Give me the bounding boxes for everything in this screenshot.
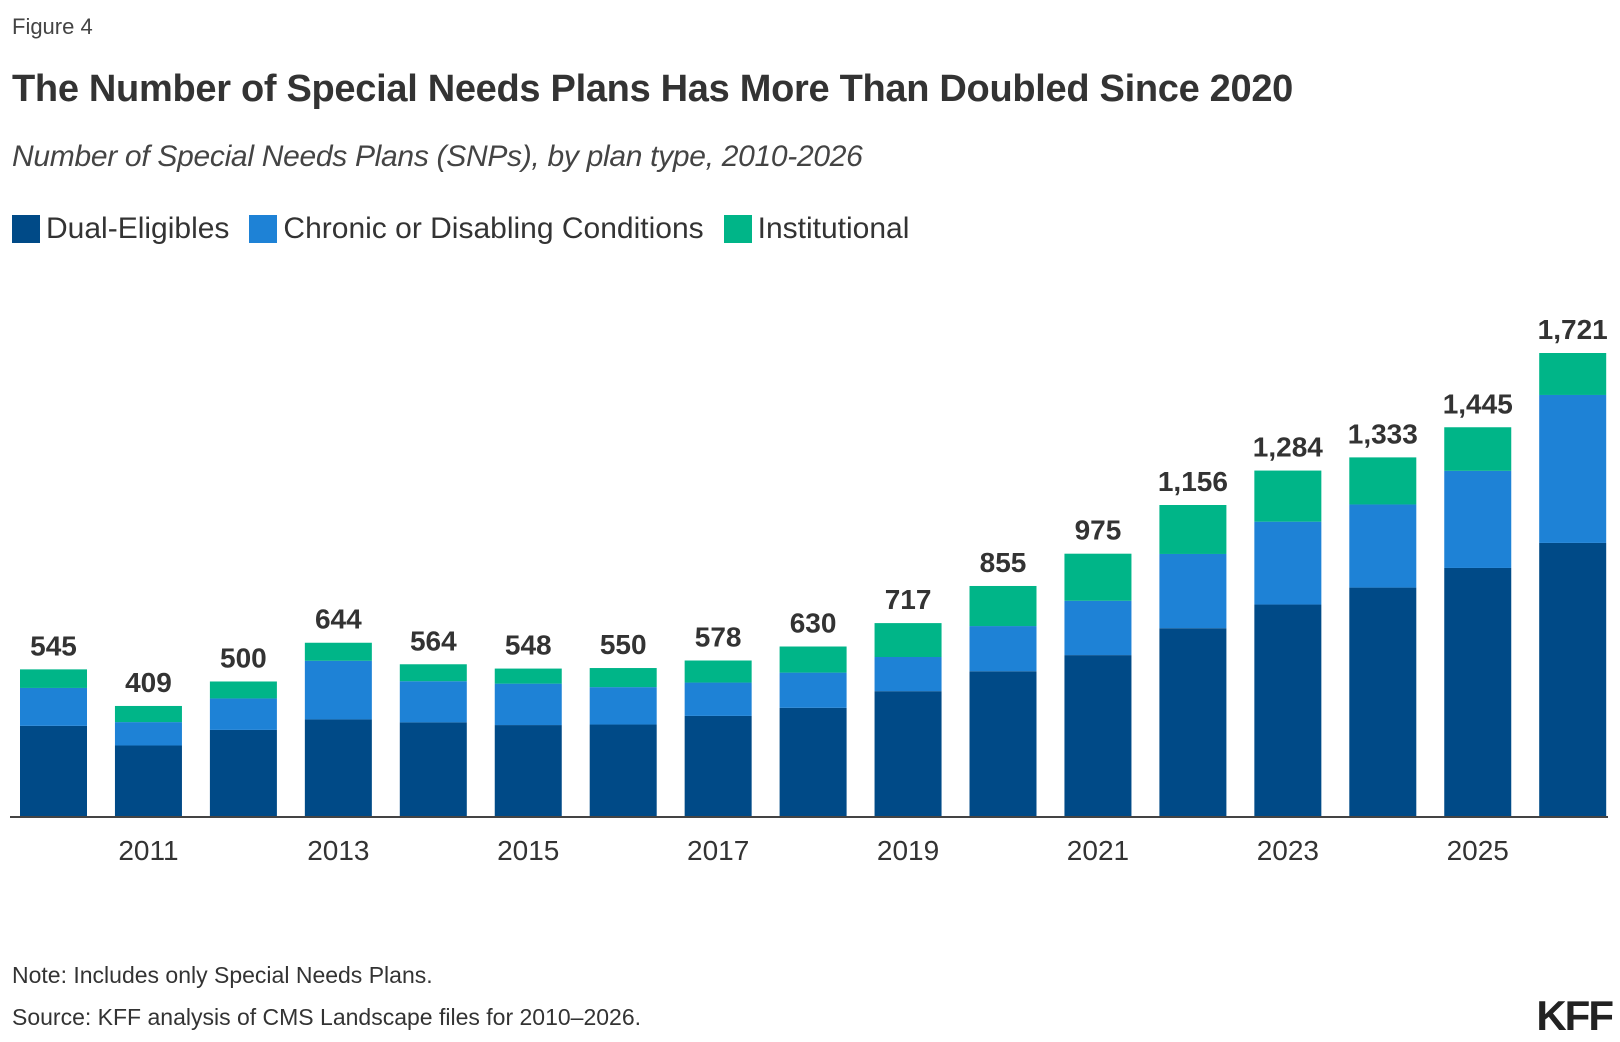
bar-segment-2021-institutional bbox=[1064, 553, 1132, 601]
kff-logo: KFF bbox=[1536, 992, 1614, 1039]
x-tick-label-2023: 2023 bbox=[1257, 835, 1319, 866]
x-tick-label-2019: 2019 bbox=[877, 835, 939, 866]
x-tick-label-2015: 2015 bbox=[497, 835, 559, 866]
x-tick-label-2013: 2013 bbox=[307, 835, 369, 866]
bar-segment-2012-institutional bbox=[209, 681, 277, 699]
legend-swatch-institutional bbox=[723, 215, 752, 243]
bar-segment-2014-institutional bbox=[399, 664, 467, 682]
total-label-2013: 644 bbox=[315, 604, 362, 635]
x-tick-label-2025: 2025 bbox=[1447, 835, 1509, 866]
bar-segment-2017-dual-eligibles bbox=[684, 715, 752, 816]
bar-segment-2024-chronic-or-disabling-conditions bbox=[1349, 504, 1417, 588]
legend: Dual-Eligibles Chronic or Disabling Cond… bbox=[12, 212, 929, 246]
bar-segment-2012-chronic-or-disabling-conditions bbox=[209, 698, 277, 730]
bar-segment-2021-dual-eligibles bbox=[1064, 655, 1132, 816]
bar-segment-2011-chronic-or-disabling-conditions bbox=[114, 722, 182, 746]
bar-segment-2020-chronic-or-disabling-conditions bbox=[969, 626, 1037, 672]
bar-segment-2015-dual-eligibles bbox=[494, 725, 562, 816]
bar-segment-2023-dual-eligibles bbox=[1254, 604, 1322, 816]
total-label-2024: 1,333 bbox=[1348, 418, 1418, 449]
bar-segment-2014-chronic-or-disabling-conditions bbox=[399, 681, 467, 723]
total-label-2017: 578 bbox=[695, 622, 742, 653]
total-label-2026: 1,721 bbox=[1538, 314, 1608, 345]
bar-segment-2026-chronic-or-disabling-conditions bbox=[1539, 394, 1607, 543]
legend-item-institutional: Institutional bbox=[723, 212, 910, 246]
bar-segment-2017-institutional bbox=[684, 660, 752, 683]
total-label-2022: 1,156 bbox=[1158, 466, 1228, 497]
legend-label: Chronic or Disabling Conditions bbox=[283, 212, 704, 245]
legend-label: Institutional bbox=[757, 212, 910, 245]
legend-swatch-chronic bbox=[249, 215, 278, 243]
bar-segment-2016-dual-eligibles bbox=[589, 724, 657, 816]
chart-title: The Number of Special Needs Plans Has Mo… bbox=[12, 68, 1294, 110]
bar-segment-2019-chronic-or-disabling-conditions bbox=[874, 657, 942, 692]
total-label-2010: 545 bbox=[30, 630, 77, 661]
bar-segment-2025-dual-eligibles bbox=[1444, 567, 1512, 816]
bar-segment-2017-chronic-or-disabling-conditions bbox=[684, 682, 752, 716]
bar-segment-2023-chronic-or-disabling-conditions bbox=[1254, 521, 1322, 605]
bar-segment-2010-dual-eligibles bbox=[20, 725, 87, 816]
bar-segment-2018-chronic-or-disabling-conditions bbox=[779, 672, 847, 708]
total-label-2021: 975 bbox=[1075, 515, 1122, 546]
x-tick-label-2017: 2017 bbox=[687, 835, 749, 866]
stacked-bar-chart: 545 409 2011 500 644 2013 564 548 2015 550 578 2017… bbox=[10, 314, 1608, 866]
bar-segment-2025-institutional bbox=[1444, 427, 1512, 471]
bar-segment-2026-institutional bbox=[1539, 353, 1607, 395]
source-note: Source: KFF analysis of CMS Landscape fi… bbox=[12, 1004, 642, 1030]
bar-segment-2026-dual-eligibles bbox=[1539, 542, 1607, 816]
total-label-2016: 550 bbox=[600, 629, 647, 660]
bar-segment-2011-dual-eligibles bbox=[114, 745, 182, 816]
total-label-2020: 855 bbox=[980, 547, 1027, 578]
footnote: Note: Includes only Special Needs Plans. bbox=[12, 962, 433, 988]
bar-segment-2016-institutional bbox=[589, 668, 657, 688]
legend-label: Dual-Eligibles bbox=[46, 212, 230, 245]
bar-segment-2010-institutional bbox=[20, 669, 87, 688]
bar-segment-2023-institutional bbox=[1254, 470, 1322, 522]
bar-segment-2011-institutional bbox=[114, 705, 182, 723]
bar-segment-2022-institutional bbox=[1159, 505, 1227, 554]
bar-segment-2012-dual-eligibles bbox=[209, 729, 277, 816]
bar-segment-2010-chronic-or-disabling-conditions bbox=[20, 687, 87, 726]
bar-segment-2021-chronic-or-disabling-conditions bbox=[1064, 600, 1132, 656]
bar-segment-2015-institutional bbox=[494, 668, 562, 684]
bar-segment-2013-dual-eligibles bbox=[304, 719, 372, 816]
bar-segment-2025-chronic-or-disabling-conditions bbox=[1444, 470, 1512, 568]
figure-label: Figure 4 bbox=[12, 14, 93, 39]
bar-segment-2014-dual-eligibles bbox=[399, 722, 467, 816]
bar-segment-2018-dual-eligibles bbox=[779, 707, 847, 816]
x-tick-label-2021: 2021 bbox=[1067, 835, 1129, 866]
bar-segment-2020-institutional bbox=[969, 585, 1037, 627]
bar-segment-2019-institutional bbox=[874, 623, 942, 658]
total-label-2018: 630 bbox=[790, 608, 837, 639]
bar-segment-2020-dual-eligibles bbox=[969, 671, 1037, 816]
legend-item-dual-eligibles: Dual-Eligibles bbox=[12, 212, 229, 246]
bar-segment-2024-dual-eligibles bbox=[1349, 587, 1417, 816]
bar-segment-2022-dual-eligibles bbox=[1159, 628, 1227, 816]
bar-segment-2013-chronic-or-disabling-conditions bbox=[304, 660, 372, 720]
chart-subtitle: Number of Special Needs Plans (SNPs), by… bbox=[12, 140, 863, 173]
total-label-2023: 1,284 bbox=[1253, 432, 1323, 463]
total-label-2015: 548 bbox=[505, 630, 552, 661]
bar-segment-2015-chronic-or-disabling-conditions bbox=[494, 683, 562, 726]
bar-segment-2022-chronic-or-disabling-conditions bbox=[1159, 553, 1227, 629]
legend-item-chronic: Chronic or Disabling Conditions bbox=[249, 212, 704, 246]
bar-segment-2024-institutional bbox=[1349, 457, 1417, 505]
total-label-2012: 500 bbox=[220, 642, 267, 673]
bar-segment-2018-institutional bbox=[779, 646, 847, 673]
bar-segment-2013-institutional bbox=[304, 642, 372, 661]
legend-swatch-dual-eligibles bbox=[12, 215, 40, 243]
bar-segment-2016-chronic-or-disabling-conditions bbox=[589, 687, 657, 725]
total-label-2014: 564 bbox=[410, 625, 457, 656]
x-tick-label-2011: 2011 bbox=[118, 835, 178, 866]
total-label-2011: 409 bbox=[125, 667, 172, 698]
bar-segment-2019-dual-eligibles bbox=[874, 691, 942, 816]
total-label-2019: 717 bbox=[885, 584, 932, 615]
total-label-2025: 1,445 bbox=[1443, 388, 1513, 419]
